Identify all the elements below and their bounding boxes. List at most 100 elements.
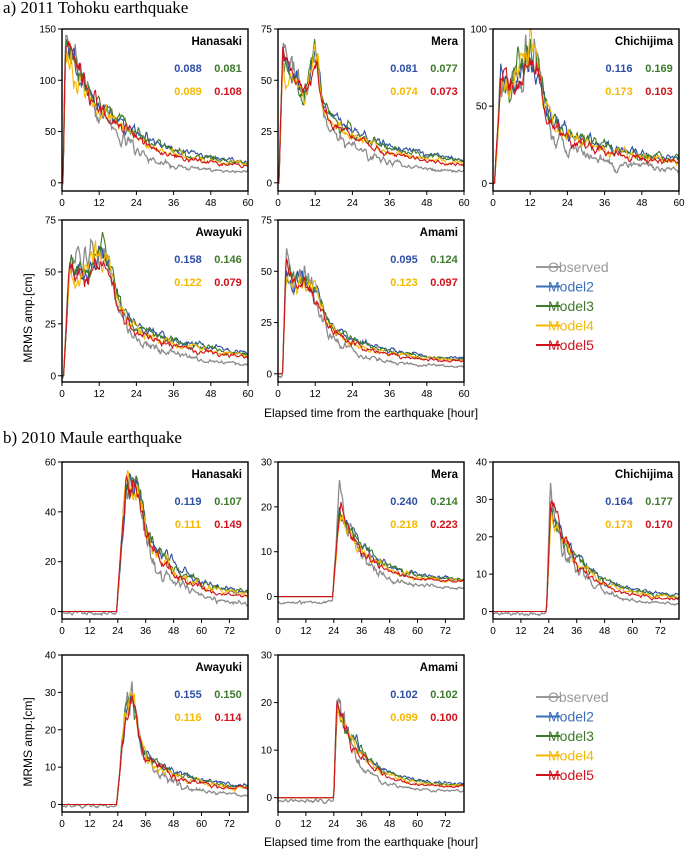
y-tick-label: 25 (45, 319, 57, 330)
y-tick-label: 25 (261, 127, 273, 138)
y-tick-label: 0 (50, 607, 56, 618)
series-line-model3 (278, 38, 464, 184)
x-tick-label: 0 (59, 198, 65, 209)
metric-model5: 0.103 (645, 86, 673, 98)
series-line-model4 (278, 274, 464, 375)
legend: Observed Model2 Model3 Model4 Model5 (536, 689, 609, 783)
section-title: a) 2011 Tohoku earthquake (3, 0, 188, 17)
series-group (278, 480, 464, 606)
metric-model2: 0.164 (605, 496, 633, 508)
metric-model3: 0.150 (214, 689, 242, 701)
metric-model5: 0.170 (645, 519, 673, 531)
metric-model3: 0.081 (214, 63, 242, 75)
station-name: Awayuki (196, 227, 242, 239)
x-tick-label: 0 (59, 626, 65, 637)
y-tick-label: 30 (261, 651, 273, 662)
metric-model3: 0.102 (430, 689, 458, 701)
x-tick-label: 72 (224, 819, 236, 830)
x-tick-label: 24 (562, 198, 574, 209)
series-group (62, 231, 248, 379)
y-tick-label: 0 (266, 178, 272, 189)
x-tick-label: 48 (384, 626, 396, 637)
series-line-model5 (62, 475, 248, 613)
metric-model3: 0.146 (214, 254, 242, 266)
x-tick-label: 72 (224, 626, 236, 637)
x-tick-label: 72 (440, 626, 452, 637)
metric-model2: 0.081 (390, 63, 418, 75)
series-group (278, 38, 464, 185)
metric-model5: 0.223 (430, 519, 458, 531)
x-tick-label: 48 (599, 626, 611, 637)
metric-model2: 0.088 (174, 63, 202, 75)
metric-model4: 0.173 (605, 86, 633, 98)
metric-model2: 0.095 (390, 254, 418, 266)
series-line-model2 (62, 472, 248, 613)
legend-label-observed: Observed (548, 259, 609, 275)
plot-frame (277, 461, 465, 620)
metric-model3: 0.124 (430, 254, 458, 266)
x-tick-label: 12 (84, 819, 96, 830)
metric-model2: 0.102 (390, 689, 418, 701)
x-tick-label: 48 (168, 819, 180, 830)
x-axis-title: Elapsed time from the earthquake [hour] (264, 835, 478, 849)
metric-model5: 0.073 (430, 86, 458, 98)
series-group (62, 681, 248, 809)
panel-hanasaki: 0 50 100 150 0 12 24 36 48 60 Hanasaki 0.088 0.081 0.… (39, 25, 254, 210)
metric-model2: 0.240 (390, 496, 418, 508)
x-tick-label: 60 (242, 198, 254, 209)
series-group (278, 248, 464, 379)
y-tick-label: 75 (45, 216, 57, 227)
series-line-observed (62, 237, 248, 379)
x-tick-label: 60 (627, 626, 639, 637)
metric-model5: 0.097 (430, 277, 458, 289)
metric-model4: 0.122 (174, 277, 202, 289)
y-tick-label: 10 (261, 746, 273, 757)
x-tick-label: 48 (205, 389, 217, 400)
x-tick-label: 36 (168, 198, 180, 209)
y-tick-label: 50 (45, 267, 57, 278)
plot-frame (61, 654, 249, 813)
metric-model2: 0.119 (175, 496, 202, 508)
x-tick-label: 24 (347, 198, 359, 209)
metric-model4: 0.218 (390, 519, 418, 531)
y-tick-label: 75 (261, 25, 273, 36)
series-line-model5 (493, 499, 679, 613)
y-tick-label: 20 (261, 698, 273, 709)
y-tick-label: 0 (266, 793, 272, 804)
x-tick-label: 36 (168, 389, 180, 400)
x-tick-label: 24 (347, 389, 359, 400)
panel-chichijima: 0 10 20 30 40 0 12 24 36 48 60 72 Chichijima 0.164 0.1… (476, 458, 680, 637)
series-line-model5 (278, 258, 464, 375)
panel-amami: 0 25 50 75 0 12 24 36 48 60 Amami 0.095 0.124 0.123 0.… (261, 216, 470, 401)
metric-model4: 0.089 (174, 86, 202, 98)
station-name: Amami (420, 662, 458, 674)
y-tick-label: 20 (45, 725, 57, 736)
metric-model4: 0.123 (390, 277, 418, 289)
y-tick-label: 10 (45, 763, 57, 774)
x-tick-label: 0 (490, 626, 496, 637)
series-line-model5 (493, 59, 679, 184)
x-tick-label: 60 (242, 389, 254, 400)
series-line-observed (62, 473, 248, 617)
series-line-model5 (62, 257, 248, 377)
station-name: Amami (420, 227, 458, 239)
legend-label-model2: Model2 (548, 279, 594, 295)
plot-frame (277, 654, 465, 813)
metric-model2: 0.155 (174, 689, 202, 701)
series-line-model4 (493, 29, 679, 184)
station-name: Awayuki (196, 662, 242, 674)
legend-label-model2: Model2 (548, 709, 594, 725)
legend-label-model5: Model5 (548, 767, 594, 783)
x-tick-label: 60 (458, 198, 470, 209)
x-tick-label: 0 (275, 389, 281, 400)
series-group (493, 482, 679, 617)
series-line-model5 (278, 501, 464, 598)
x-tick-label: 36 (384, 389, 396, 400)
y-tick-label: 0 (481, 607, 487, 618)
metric-model4: 0.074 (390, 86, 418, 98)
x-tick-label: 60 (412, 626, 424, 637)
metric-model4: 0.099 (390, 712, 418, 724)
station-name: Hanasaki (191, 469, 242, 481)
metric-model5: 0.100 (430, 712, 458, 724)
series-group (493, 29, 679, 185)
